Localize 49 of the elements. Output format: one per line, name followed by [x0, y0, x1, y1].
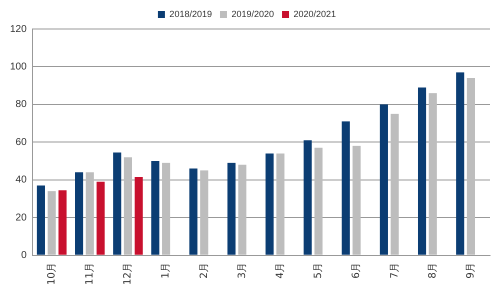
x-tick-label: 11月: [84, 262, 96, 286]
x-tick-label: 4月: [274, 262, 286, 279]
legend-label: 2018/2019: [169, 8, 212, 19]
bar: [390, 114, 399, 255]
bar: [58, 190, 67, 255]
y-tick-label: 60: [16, 136, 28, 148]
bar: [266, 153, 274, 255]
legend-label: 2019/2020: [231, 8, 274, 19]
bar: [113, 152, 122, 255]
bar: [418, 87, 426, 255]
x-tick-label: 3月: [236, 262, 248, 279]
y-tick-label: 100: [10, 61, 28, 72]
bar: [428, 93, 437, 255]
bar: [227, 162, 236, 255]
y-tick-label: 120: [10, 24, 28, 35]
bar: [342, 121, 350, 255]
y-tick-label: 20: [16, 212, 28, 224]
bar: [189, 168, 198, 255]
x-tick-label: 8月: [427, 262, 438, 279]
bar: [238, 164, 246, 255]
bar: [48, 191, 56, 255]
x-tick-label: 10月: [46, 262, 58, 286]
y-tick-label: 0: [21, 250, 28, 262]
bar: [134, 177, 143, 255]
bar: [314, 148, 323, 255]
bar: [466, 78, 475, 255]
x-tick-label: 5月: [313, 262, 324, 279]
x-tick-label: 9月: [466, 262, 477, 279]
bar: [96, 182, 105, 255]
bar: [380, 104, 388, 255]
bar: [75, 172, 84, 255]
y-tick-label: 80: [16, 99, 28, 110]
legend-label: 2020/2021: [294, 8, 336, 19]
bar: [151, 160, 160, 255]
bar: [36, 186, 45, 255]
x-tick-label: 6月: [351, 262, 362, 279]
bar: [200, 170, 208, 255]
bar: [86, 172, 94, 255]
x-tick-label: 2月: [198, 262, 210, 279]
bar: [456, 72, 464, 255]
y-tick-label: 40: [16, 174, 28, 186]
x-tick-label: 1月: [160, 262, 172, 279]
x-tick-label: 7月: [389, 262, 400, 279]
bar: [304, 140, 312, 255]
bar: [276, 153, 284, 255]
bar: [124, 157, 132, 255]
x-tick-label: 12月: [122, 262, 134, 286]
bar: [352, 146, 361, 255]
bar: [162, 162, 170, 255]
